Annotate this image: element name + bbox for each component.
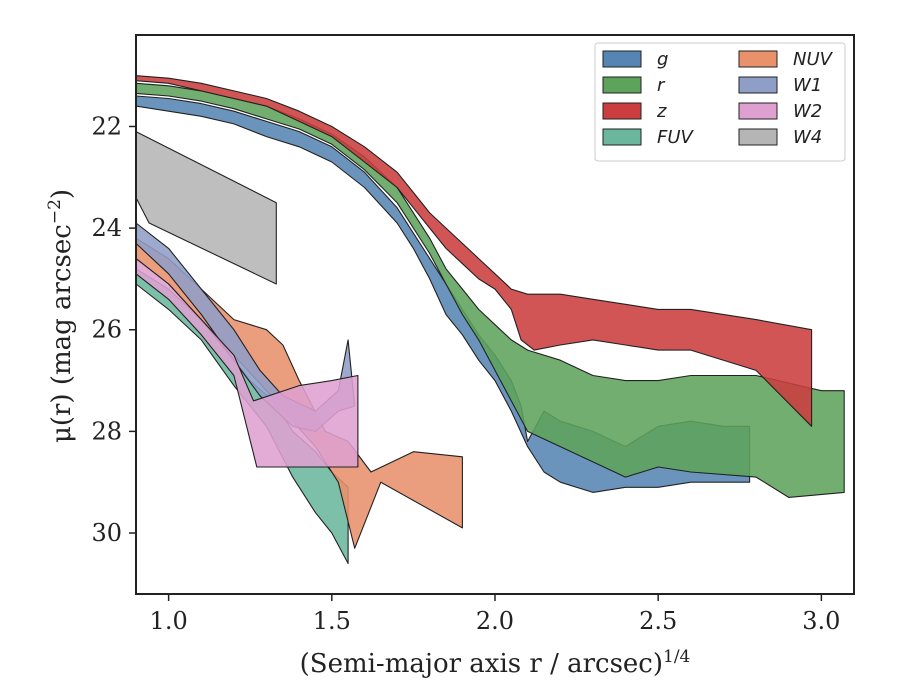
legend-label-NUV: NUV bbox=[793, 49, 834, 70]
legend-swatch-FUV bbox=[602, 128, 642, 146]
series-band-z bbox=[135, 75, 813, 427]
y-axis-ticks: 22 24 26 28 30 bbox=[91, 112, 136, 547]
legend-swatch-W2 bbox=[738, 102, 778, 120]
y-tick-label: 28 bbox=[91, 417, 122, 445]
x-axis-ticks: 1.0 1.5 2.0 2.5 3.0 bbox=[150, 594, 840, 635]
legend-label-W4: W4 bbox=[793, 127, 822, 148]
y-axis-title: μ(r) (mag arcsec−2) bbox=[45, 189, 77, 443]
x-axis-title: (Semi-major axis r / arcsec)1/4 bbox=[300, 647, 691, 679]
series-band-W2 bbox=[135, 258, 359, 468]
legend-label-FUV: FUV bbox=[657, 127, 695, 148]
x-tick-label: 2.5 bbox=[639, 607, 677, 635]
y-tick-label: 30 bbox=[91, 519, 122, 547]
legend-swatch-g bbox=[602, 50, 642, 68]
legend-swatch-NUV bbox=[738, 50, 778, 68]
legend-label-g: g bbox=[657, 49, 668, 70]
y-tick-label: 24 bbox=[91, 214, 122, 242]
plot-area bbox=[135, 75, 845, 565]
x-tick-label: 3.0 bbox=[802, 607, 840, 635]
legend-label-W1: W1 bbox=[793, 75, 822, 96]
legend-swatch-W4 bbox=[738, 128, 778, 146]
legend-swatch-z bbox=[602, 102, 642, 120]
series-band-r bbox=[135, 82, 845, 498]
legend-swatch-r bbox=[602, 76, 642, 94]
x-tick-label: 2.0 bbox=[476, 607, 514, 635]
x-tick-label: 1.5 bbox=[313, 607, 351, 635]
legend-label-z: z bbox=[656, 101, 667, 122]
legend-label-W2: W2 bbox=[793, 101, 822, 122]
x-tick-label: 1.0 bbox=[150, 607, 188, 635]
legend-box bbox=[594, 42, 846, 162]
legend-swatch-W1 bbox=[738, 76, 778, 94]
y-tick-label: 26 bbox=[91, 316, 122, 344]
legend-label-r: r bbox=[657, 75, 666, 96]
y-tick-label: 22 bbox=[91, 112, 122, 140]
legend: g NUV r W1 z W2 FUV W4 bbox=[594, 42, 846, 162]
